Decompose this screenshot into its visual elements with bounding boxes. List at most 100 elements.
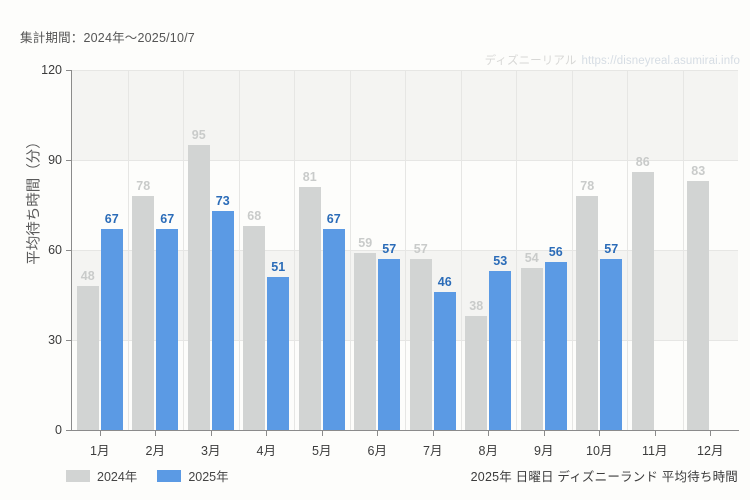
bar[interactable] <box>687 181 710 430</box>
gridline-vertical <box>572 70 573 430</box>
bar-value-label: 59 <box>358 236 373 250</box>
x-axis-tick-mark <box>710 431 711 436</box>
bar-value-label: 83 <box>691 164 706 178</box>
gridline-vertical <box>516 70 517 430</box>
bar-value-label: 51 <box>271 260 286 274</box>
bar-value-label: 57 <box>604 242 619 256</box>
legend-swatch <box>157 469 182 482</box>
y-axis-tick-mark <box>66 340 72 341</box>
x-axis-tick-mark <box>655 431 656 436</box>
x-axis-tick-label: 9月 <box>534 444 554 458</box>
bar-value-label: 53 <box>493 254 508 268</box>
gridline-vertical <box>350 70 351 430</box>
watermark-site-name: ディズニーリアル <box>484 55 577 67</box>
legend-swatch <box>66 469 90 482</box>
x-axis-tick-mark <box>433 431 434 436</box>
y-axis-tick-label: 90 <box>48 153 62 167</box>
bar[interactable] <box>465 316 488 430</box>
gridline-vertical <box>405 70 406 430</box>
watermark: ディズニーリアル https://disneyreal.asumirai.info <box>485 52 740 68</box>
bar-value-label: 54 <box>524 251 539 265</box>
bar-value-label: 73 <box>215 194 230 208</box>
bar[interactable] <box>354 253 377 430</box>
gridline-vertical <box>128 70 129 430</box>
x-axis-tick-label: 8月 <box>478 444 498 458</box>
y-axis-tick-label: 0 <box>55 423 62 437</box>
bar-value-label: 57 <box>413 242 428 256</box>
legend-item[interactable]: 2025年 <box>157 466 229 485</box>
bar-value-label: 81 <box>302 170 317 184</box>
x-axis-tick-mark <box>266 431 267 436</box>
bar-value-label: 57 <box>382 242 397 256</box>
legend-label: 2025年 <box>188 470 229 484</box>
x-axis-tick-label: 10月 <box>586 444 613 458</box>
bar[interactable] <box>433 292 456 430</box>
bar-value-label: 38 <box>469 299 484 313</box>
x-axis-tick-mark <box>100 431 101 436</box>
gridline-vertical <box>627 70 628 430</box>
x-axis-tick-label: 2月 <box>145 444 165 458</box>
y-axis-tick-mark <box>66 430 72 431</box>
x-axis-tick-label: 11月 <box>642 444 668 458</box>
y-axis-tick-label: 60 <box>48 243 62 257</box>
x-axis-tick-mark <box>155 431 156 436</box>
gridline-vertical <box>683 70 684 430</box>
gridline-vertical <box>294 70 295 430</box>
legend-label: 2024年 <box>97 470 138 484</box>
bar[interactable] <box>187 145 210 430</box>
bar[interactable] <box>156 229 179 430</box>
x-axis-tick-label: 6月 <box>367 444 387 458</box>
bar[interactable] <box>378 259 401 430</box>
y-axis-title: 平均待ち時間（分） <box>26 134 43 265</box>
footer-caption: 2025年 日曜日 ディズニーランド 平均待ち時間 <box>470 470 738 484</box>
bar-value-label: 78 <box>136 179 151 193</box>
bar-value-label: 56 <box>548 245 563 259</box>
bar[interactable] <box>267 277 290 430</box>
gridline-vertical <box>183 70 184 430</box>
x-axis-tick-label: 1月 <box>90 444 110 458</box>
bar[interactable] <box>76 286 99 430</box>
x-axis-tick-mark <box>377 431 378 436</box>
bar[interactable] <box>631 172 654 430</box>
x-axis-tick-mark <box>544 431 545 436</box>
watermark-url: https://disneyreal.asumirai.info <box>581 55 740 67</box>
bar[interactable] <box>211 211 234 430</box>
bar[interactable] <box>520 268 543 430</box>
aggregation-period-label: 集計期間：2024年〜2025/10/7 <box>20 31 195 45</box>
x-axis-tick-label: 5月 <box>312 444 332 458</box>
x-axis-tick-label: 3月 <box>201 444 221 458</box>
y-axis-tick-label: 30 <box>48 333 62 347</box>
y-axis-tick-mark <box>66 160 72 161</box>
bar[interactable] <box>243 226 266 430</box>
y-axis-tick-mark <box>66 70 72 71</box>
bar[interactable] <box>544 262 567 430</box>
bar[interactable] <box>298 187 321 430</box>
x-axis-line <box>71 430 739 431</box>
y-axis-tick-label: 120 <box>41 63 62 77</box>
bar-value-label: 46 <box>437 275 452 289</box>
bar[interactable] <box>132 196 155 430</box>
x-axis-tick-mark <box>322 431 323 436</box>
bar[interactable] <box>600 259 623 430</box>
bar[interactable] <box>489 271 512 430</box>
legend-item[interactable]: 2024年 <box>66 466 137 485</box>
bar[interactable] <box>576 196 599 430</box>
plot-area: 48 78 95 68 81 59 57 38 54 78 86 83 67 67 73 51 67 57 46 53… <box>72 70 738 430</box>
bar-value-label: 48 <box>80 269 95 283</box>
bar-value-label: 68 <box>247 209 262 223</box>
bar[interactable] <box>322 229 345 430</box>
bar[interactable] <box>409 259 432 430</box>
x-axis-tick-mark <box>488 431 489 436</box>
chart-legend: 2024年 2025年 <box>66 466 229 485</box>
gridline-vertical <box>239 70 240 430</box>
bar-value-label: 78 <box>580 179 595 193</box>
gridline-vertical <box>461 70 462 430</box>
bar[interactable] <box>100 229 123 430</box>
bar-value-label: 86 <box>635 155 650 169</box>
x-axis-tick-label: 12月 <box>697 444 724 458</box>
x-axis-tick-mark <box>211 431 212 436</box>
x-axis-tick-label: 7月 <box>423 444 443 458</box>
bar-value-label: 67 <box>326 212 341 226</box>
bar-value-label: 95 <box>191 128 206 142</box>
